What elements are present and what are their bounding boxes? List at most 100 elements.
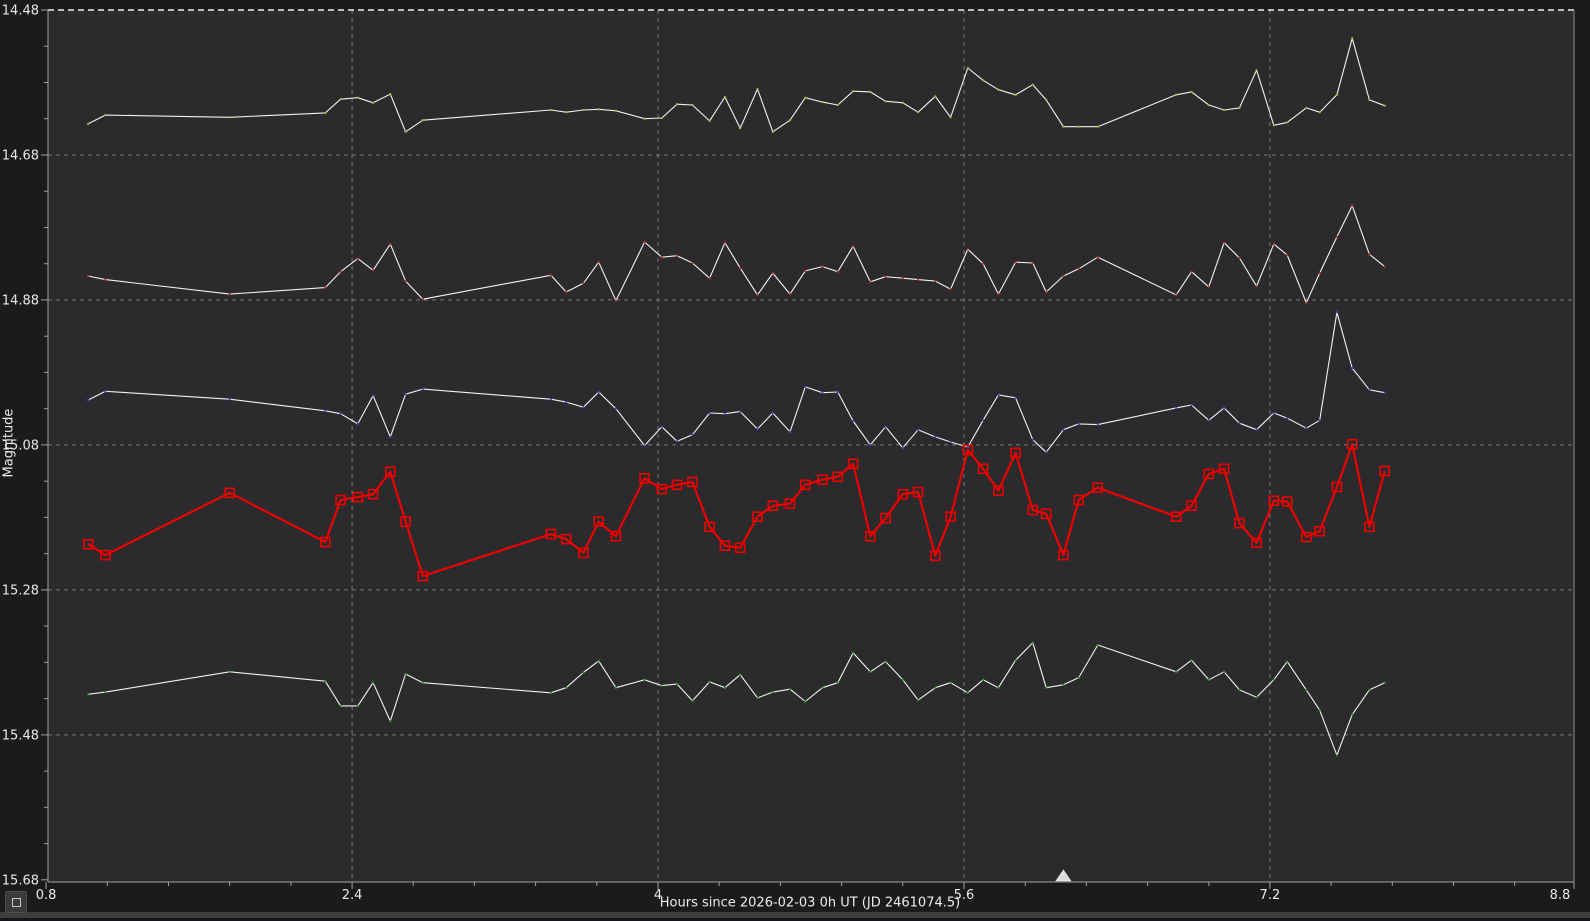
- data-point-marker[interactable]: [400, 516, 411, 528]
- data-point-marker[interactable]: [367, 488, 379, 500]
- data-point-dot: [1096, 125, 1099, 128]
- data-point-dot: [421, 388, 424, 391]
- plot-area[interactable]: [48, 10, 1574, 882]
- data-point-marker[interactable]: [1234, 517, 1245, 529]
- data-point-dot: [1255, 285, 1258, 288]
- data-point-dot: [917, 278, 920, 281]
- data-point-marker[interactable]: [864, 530, 876, 542]
- data-point-dot: [901, 101, 904, 104]
- data-point-marker[interactable]: [962, 444, 974, 456]
- data-point-marker[interactable]: [832, 471, 844, 483]
- comp-star-2-line: [88, 205, 1386, 304]
- data-point-marker[interactable]: [817, 474, 828, 486]
- data-point-marker[interactable]: [1092, 482, 1104, 494]
- data-point-marker[interactable]: [560, 533, 572, 545]
- data-point-dot: [997, 293, 1000, 296]
- data-point-marker[interactable]: [578, 547, 589, 559]
- data-point-marker[interactable]: [704, 521, 715, 533]
- data-point-dot: [1272, 678, 1275, 681]
- data-point-dot: [804, 700, 807, 703]
- data-point-marker[interactable]: [593, 516, 605, 528]
- data-point-marker[interactable]: [1073, 494, 1084, 506]
- graph-corner-button[interactable]: [5, 891, 27, 913]
- data-point-marker[interactable]: [82, 538, 94, 550]
- data-point-dot: [1096, 256, 1099, 259]
- data-point-marker[interactable]: [100, 549, 111, 561]
- data-point-marker[interactable]: [897, 488, 909, 500]
- data-point-marker[interactable]: [1040, 508, 1052, 520]
- data-point-marker[interactable]: [1186, 500, 1197, 512]
- data-point-dot: [565, 111, 568, 114]
- data-point-dot: [228, 670, 231, 673]
- data-point-marker[interactable]: [1314, 525, 1325, 537]
- data-point-marker[interactable]: [1010, 447, 1021, 459]
- data-point-dot: [966, 446, 969, 449]
- data-point-marker[interactable]: [1301, 531, 1312, 543]
- data-point-dot: [339, 704, 342, 707]
- data-point-marker[interactable]: [719, 540, 731, 552]
- frame-cursor-triangle-icon[interactable]: [1055, 869, 1072, 882]
- data-point-dot: [949, 441, 952, 443]
- data-point-dot: [421, 681, 424, 684]
- data-point-marker[interactable]: [752, 511, 763, 523]
- data-point-marker[interactable]: [319, 536, 331, 548]
- data-point-marker[interactable]: [945, 511, 956, 523]
- data-point-marker[interactable]: [1379, 465, 1390, 477]
- data-point-marker[interactable]: [687, 476, 698, 488]
- data-point-marker[interactable]: [929, 550, 941, 562]
- data-point-dot: [1286, 121, 1289, 124]
- data-point-dot: [1014, 93, 1017, 96]
- data-point-marker[interactable]: [639, 472, 650, 484]
- data-point-marker[interactable]: [847, 458, 859, 470]
- data-point-marker[interactable]: [993, 485, 1004, 496]
- data-point-dot: [404, 393, 407, 396]
- x-tick-label: 7.2: [1260, 888, 1281, 903]
- data-point-marker[interactable]: [384, 466, 396, 478]
- data-point-dot: [582, 109, 585, 111]
- data-point-marker[interactable]: [1170, 511, 1182, 523]
- data-point-marker[interactable]: [610, 530, 622, 542]
- data-point-marker[interactable]: [784, 498, 796, 509]
- data-point-marker[interactable]: [1268, 495, 1280, 507]
- data-point-marker[interactable]: [880, 512, 891, 524]
- data-point-dot: [1305, 301, 1308, 304]
- data-point-dot: [708, 412, 711, 414]
- variable-star-series[interactable]: [82, 438, 1390, 582]
- data-point-dot: [1255, 69, 1258, 72]
- data-point-dot: [1014, 659, 1017, 662]
- data-point-dot: [1335, 311, 1338, 314]
- data-point-marker[interactable]: [1364, 521, 1375, 533]
- data-point-marker[interactable]: [799, 479, 811, 491]
- data-point-dot: [1238, 688, 1241, 691]
- data-point-marker[interactable]: [545, 528, 557, 540]
- data-point-marker[interactable]: [352, 491, 364, 503]
- data-point-dot: [389, 243, 392, 246]
- data-point-marker[interactable]: [671, 479, 683, 491]
- data-point-marker[interactable]: [1281, 496, 1293, 507]
- data-point-dot: [884, 425, 887, 428]
- data-point-marker[interactable]: [335, 494, 346, 506]
- data-point-marker[interactable]: [1203, 468, 1215, 480]
- data-point-dot: [1190, 404, 1193, 406]
- data-point-dot: [852, 90, 855, 93]
- data-point-marker[interactable]: [224, 487, 235, 499]
- data-point-marker[interactable]: [417, 570, 429, 582]
- y-tick-label: 15.08: [2, 438, 39, 453]
- data-point-dot: [356, 422, 359, 425]
- data-point-marker[interactable]: [1331, 481, 1343, 493]
- data-point-marker[interactable]: [1218, 463, 1230, 475]
- data-point-marker[interactable]: [1251, 537, 1262, 549]
- data-point-marker[interactable]: [912, 486, 924, 498]
- data-point-dot: [228, 293, 231, 296]
- data-point-marker[interactable]: [734, 542, 746, 554]
- data-point-marker[interactable]: [656, 483, 668, 495]
- x-tick-label: 0.8: [36, 888, 57, 903]
- data-point-marker[interactable]: [767, 500, 779, 512]
- data-point-dot: [597, 261, 600, 264]
- data-point-marker[interactable]: [1058, 549, 1069, 561]
- data-point-dot: [582, 406, 585, 409]
- data-point-marker[interactable]: [977, 463, 989, 475]
- data-point-marker[interactable]: [1346, 438, 1358, 450]
- data-point-marker[interactable]: [1027, 504, 1039, 516]
